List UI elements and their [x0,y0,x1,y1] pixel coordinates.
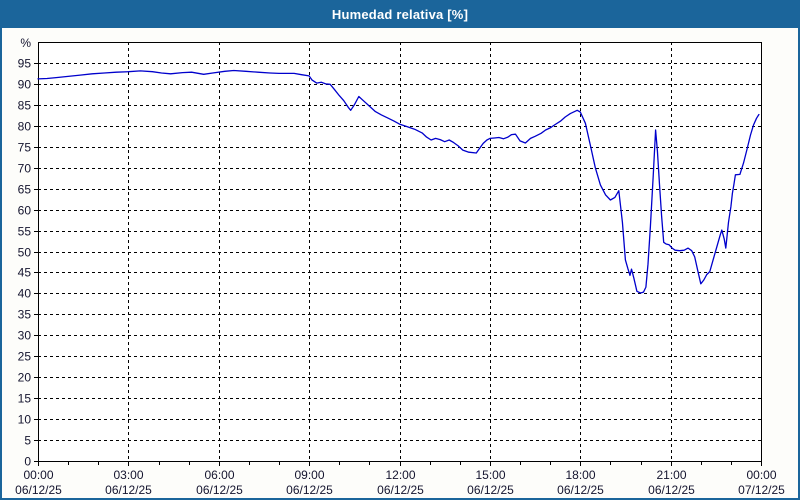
x-tick-time-label: 09:00 [294,468,324,482]
y-tick-label: 70 [18,162,32,176]
x-tick-date-label: 06/12/25 [648,483,695,497]
x-tick-date-label: 06/12/25 [196,483,243,497]
x-tick-time-label: 06:00 [204,468,234,482]
y-tick-label: 25 [18,350,32,364]
x-tick-time-label: 12:00 [385,468,415,482]
y-tick-label: 55 [18,225,32,239]
y-tick-label: 35 [18,308,32,322]
x-tick-time-label: 18:00 [565,468,595,482]
y-tick-label: 95 [18,57,32,71]
y-tick-label: 45 [18,266,32,280]
y-tick-label: 50 [18,246,32,260]
x-tick-date-label: 06/12/25 [557,483,604,497]
axis-labels: 0 5 10 15 20 25 30 35 40 45 50 55 60 65 70 75 80 85 90 95% 0… [15,36,785,497]
y-tick-label: 10 [18,413,32,427]
y-tick-label: 90 [18,78,32,92]
x-tick-date-label: 06/12/25 [105,483,152,497]
x-tick-date-label: 07/12/25 [738,483,785,497]
y-tick-label: 30 [18,329,32,343]
plot-border [38,42,762,462]
humidity-line-chart: 0 5 10 15 20 25 30 35 40 45 50 55 60 65 70 75 80 85 90 95% 0… [15,36,785,497]
y-tick-label: 75 [18,141,32,155]
x-tick-time-label: 00:00 [23,468,53,482]
y-tick-label: 0 [24,455,31,469]
y-tick-label: 65 [18,183,32,197]
x-tick-date-label: 06/12/25 [467,483,514,497]
gridlines [38,42,761,461]
x-tick-date-label: 06/12/25 [377,483,424,497]
y-tick-label: 15 [18,392,32,406]
y-tick-label: 40 [18,287,32,301]
x-tick-date-label: 06/12/25 [15,483,62,497]
humidity-series-line [37,69,760,294]
x-tick-date-label: 06/12/25 [286,483,333,497]
chart-title: Humedad relativa [%] [331,6,469,22]
y-tick-label: 20 [18,371,32,385]
plot-area [38,42,761,461]
x-tick-time-label: 03:00 [113,468,143,482]
x-tick-time-label: 21:00 [656,468,686,482]
y-tick-label: 60 [18,204,32,218]
y-tick-label: 80 [18,120,32,134]
x-tick-time-label: 00:00 [746,468,776,482]
y-tick-label: 85 [18,99,32,113]
chart-body: 0 5 10 15 20 25 30 35 40 45 50 55 60 65 70 75 80 85 90 95% 0… [2,28,798,498]
y-axis-unit-label: % [20,36,31,50]
y-tick-label: 5 [24,434,31,448]
chart-title-bar: Humedad relativa [%] [0,0,800,28]
x-tick-time-label: 15:00 [475,468,505,482]
